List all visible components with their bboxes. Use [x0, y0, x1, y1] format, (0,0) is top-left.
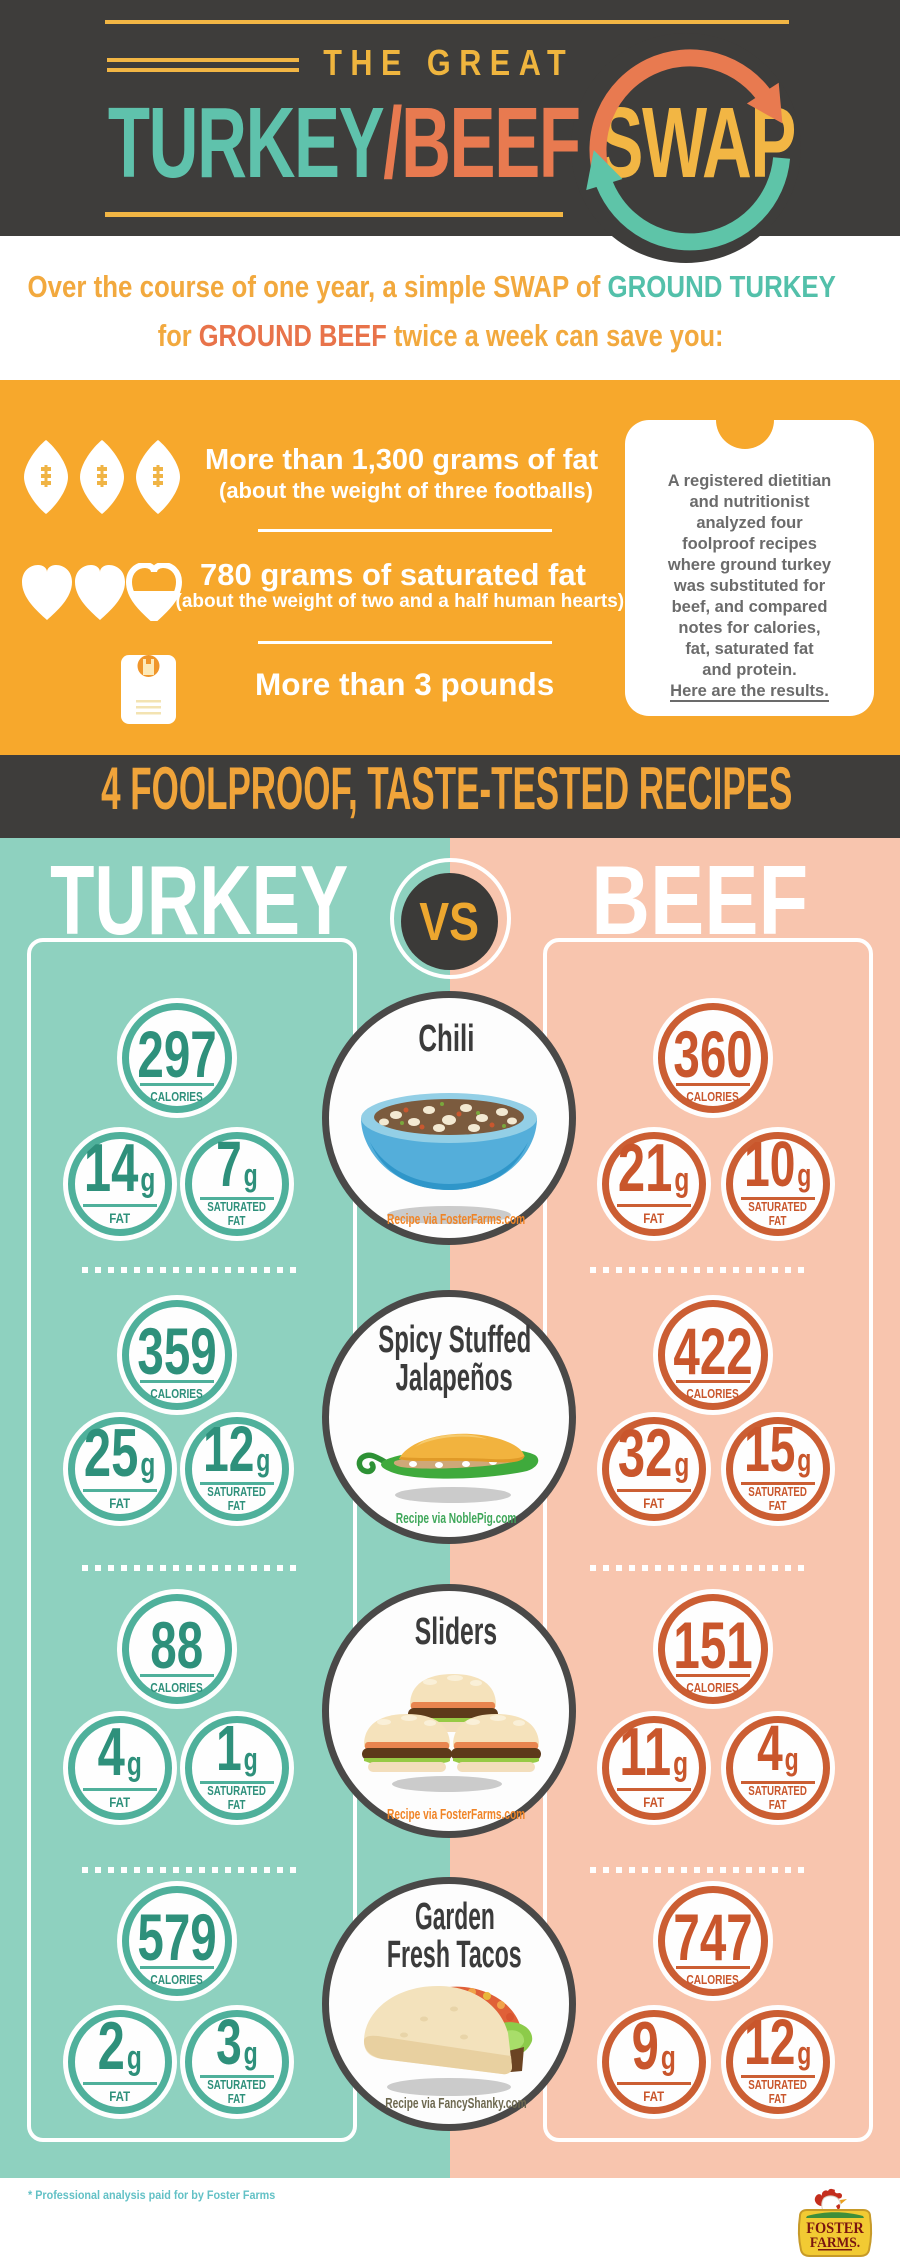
svg-text:FARMS.: FARMS. [810, 2234, 860, 2251]
svg-text:FOSTER: FOSTER [806, 2219, 865, 2237]
